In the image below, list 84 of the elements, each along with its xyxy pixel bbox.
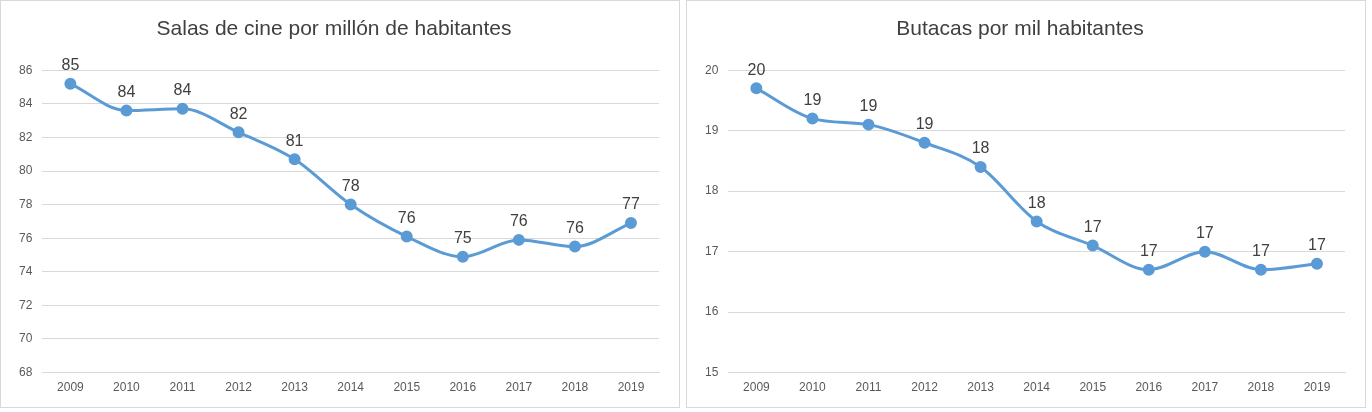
x-tick-label: 2009 <box>57 380 85 395</box>
point <box>176 102 189 115</box>
y-tick-label: 16 <box>704 304 719 319</box>
x-tick-label: 2013 <box>281 380 309 395</box>
point <box>64 77 77 90</box>
x-tick-label: 2017 <box>505 380 533 395</box>
y-tick-label: 18 <box>704 183 719 198</box>
point <box>400 230 413 243</box>
data-label: 82 <box>229 104 248 122</box>
data-label: 17 <box>1195 224 1214 242</box>
point <box>806 112 819 125</box>
point <box>974 160 987 173</box>
data-label: 76 <box>397 208 416 226</box>
y-tick-label: 17 <box>704 243 719 258</box>
data-label: 76 <box>509 212 528 230</box>
data-label: 84 <box>117 82 136 100</box>
x-tick-label: 2014 <box>337 380 365 395</box>
data-label: 19 <box>859 97 878 115</box>
point <box>1198 245 1211 258</box>
point <box>750 82 763 95</box>
y-tick-label: 72 <box>18 297 33 312</box>
point <box>232 126 245 139</box>
y-tick-label: 68 <box>18 364 33 379</box>
x-tick-label: 2010 <box>113 380 141 395</box>
x-tick-label: 2019 <box>1303 380 1331 395</box>
point <box>568 240 581 253</box>
y-tick-label: 74 <box>18 264 33 279</box>
y-tick-label: 78 <box>18 196 33 211</box>
x-tick-label: 2011 <box>855 380 882 395</box>
x-tick-label: 2015 <box>393 380 421 395</box>
point <box>862 118 875 131</box>
point <box>1142 263 1155 276</box>
chart-title: Butacas por mil habitantes <box>896 16 1144 40</box>
point <box>120 104 133 117</box>
x-tick-label: 2010 <box>799 380 827 395</box>
x-tick-label: 2012 <box>911 380 939 395</box>
point <box>918 136 931 149</box>
data-label: 17 <box>1308 236 1326 254</box>
point <box>456 250 469 263</box>
point <box>288 153 301 166</box>
y-tick-label: 86 <box>18 62 33 77</box>
point <box>624 217 637 230</box>
data-label: 18 <box>971 139 990 157</box>
y-tick-label: 20 <box>704 62 719 77</box>
x-tick-label: 2009 <box>743 380 771 395</box>
data-label: 17 <box>1083 218 1102 235</box>
y-tick-label: 80 <box>18 163 33 178</box>
data-label: 17 <box>1252 242 1270 260</box>
x-tick-label: 2012 <box>225 380 253 395</box>
x-tick-label: 2018 <box>1247 380 1275 395</box>
data-label: 85 <box>61 56 80 74</box>
data-label: 17 <box>1139 242 1158 260</box>
x-tick-label: 2018 <box>561 380 589 395</box>
chart-title: Salas de cine por millón de habitantes <box>156 16 512 40</box>
point <box>1030 215 1043 228</box>
x-tick-label: 2014 <box>1023 380 1051 395</box>
data-label: 77 <box>622 195 640 213</box>
y-tick-label: 76 <box>18 230 33 245</box>
y-tick-label: 15 <box>704 364 719 379</box>
point <box>1086 239 1099 252</box>
x-tick-label: 2019 <box>617 380 645 395</box>
point <box>512 233 525 246</box>
point <box>1254 263 1267 276</box>
data-label: 19 <box>915 115 934 133</box>
data-label: 19 <box>803 90 822 108</box>
x-tick-label: 2016 <box>1135 380 1163 395</box>
x-tick-label: 2011 <box>169 380 196 395</box>
x-tick-label: 2017 <box>1191 380 1219 395</box>
data-label: 20 <box>747 60 766 78</box>
point <box>1310 257 1323 270</box>
x-tick-label: 2013 <box>967 380 995 395</box>
data-label: 76 <box>566 219 584 237</box>
y-tick-label: 84 <box>18 96 33 111</box>
y-tick-label: 82 <box>18 129 33 144</box>
x-tick-label: 2016 <box>449 380 477 395</box>
data-label: 84 <box>173 81 192 99</box>
y-tick-label: 19 <box>704 122 719 137</box>
point <box>344 198 357 211</box>
data-label: 75 <box>453 229 472 247</box>
data-label: 18 <box>1027 193 1046 211</box>
data-label: 78 <box>341 177 360 195</box>
x-tick-label: 2015 <box>1079 380 1107 395</box>
data-label: 81 <box>285 131 304 149</box>
y-tick-label: 70 <box>18 331 33 346</box>
